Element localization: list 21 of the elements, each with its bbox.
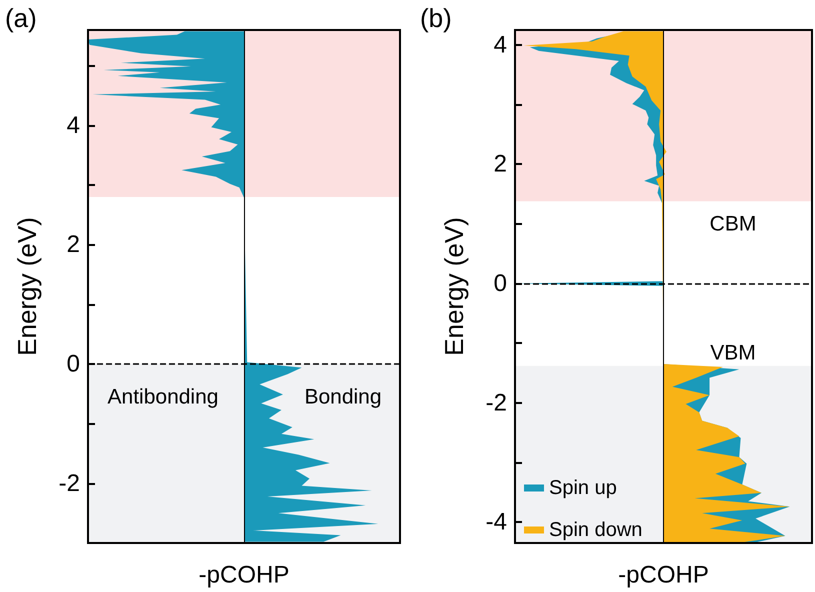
y-tick-label: 0 [66,350,80,378]
chart-title: (b) [420,3,452,33]
y-tick-label: 4 [494,31,507,58]
annotation: Antibonding [108,386,218,408]
legend-label: Spin down [549,519,642,541]
y-axis-title: Energy (eV) [12,217,42,356]
annotation: VBM [710,342,756,364]
chart-title: (a) [5,3,37,33]
y-tick-label: -4 [486,508,507,536]
y-tick-label: 2 [494,150,507,178]
legend-label: Spin up [549,477,617,499]
y-tick-label: 2 [66,231,80,258]
x-axis-title: -pCOHP [198,562,290,588]
y-tick-label: -2 [58,470,80,497]
x-axis-title: -pCOHP [618,562,709,588]
y-tick-label: 0 [494,270,507,298]
y-tick-label: 4 [66,112,80,139]
y-axis-title: Energy (eV) [439,217,469,356]
annotation: Bonding [304,386,382,408]
y-tick-label: -2 [486,389,507,416]
annotation: CBM [710,212,756,236]
